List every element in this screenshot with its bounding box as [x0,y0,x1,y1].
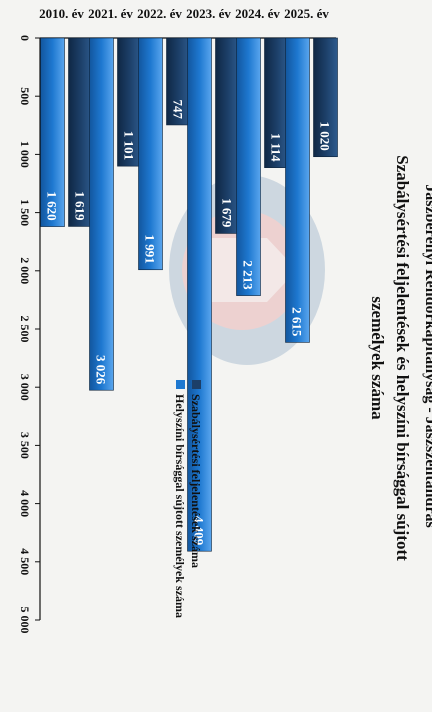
data-label: 3 026 [94,355,109,385]
data-label: 1 101 [122,131,137,160]
legend-entry: Helyszíni bírsággal sújtott személyek sz… [173,394,187,618]
chart-title-line-2: személyek száma [368,296,387,420]
legend: Szabálysértési feljelentések számaHelysz… [173,380,203,618]
data-label: 2 615 [290,307,305,337]
value-axis-tick-label: 500 [18,87,32,105]
data-label: 1 020 [318,121,333,150]
bar-helyszini-birsag-0 [40,37,65,227]
data-label: 1 620 [45,191,60,220]
value-axis-tick-label: 0 [18,35,32,41]
data-label: 747 [171,99,186,119]
legend-swatch [192,380,201,389]
data-label: 1 619 [73,191,88,221]
bar-feljelentes-5 [313,37,338,158]
data-label: 1 991 [143,235,158,264]
bar-helyszini-birsag-1 [89,37,114,391]
data-label: 1 114 [269,133,284,162]
category-label: 2010. év [39,6,84,21]
value-axis: 0 500 1 000 1 500 2 000 2 500 3 000 3 500 4 000 4… [18,35,41,634]
bars: 1 619 1 620 1 101 3 026 747 1 991 1 679 4 409 1 … [40,37,338,552]
legend-entry: Szabálysértési feljelentések száma [189,394,203,568]
data-label: 1 679 [220,198,235,228]
bar-helyszini-birsag-4 [236,37,261,296]
bar-helyszini-birsag-2 [138,37,163,271]
category-label: 2023. év [186,6,231,21]
category-label: 2024. év [235,6,280,21]
page-header: Jászberényi Rendőrkapitányság - Jászszen… [422,184,432,528]
bar-helyszini-birsag-3 [187,37,212,552]
value-axis-tick-label: 2 500 [18,316,32,343]
value-axis-tick-label: 2 000 [18,257,32,284]
category-label: 2022. év [137,6,182,21]
data-label: 4 409 [192,516,207,546]
category-labels: 2010. év 2021. év 2022. év 2023. év 2024. év… [39,6,329,21]
value-axis-tick-label: 3 000 [18,374,32,401]
chart-title-line-1: Szabálysértési feljelentések és helyszín… [393,155,412,561]
bar-helyszini-birsag-5 [285,37,310,343]
value-axis-tick-label: 4 000 [18,490,32,517]
value-axis-tick-label: 3 500 [18,432,32,459]
value-axis-tick-label: 1 000 [18,141,32,168]
category-label: 2025. év [284,6,329,21]
category-label: 2021. év [88,6,133,21]
value-axis-tick-label: 4 500 [18,548,32,575]
value-axis-tick-label: 1 500 [18,199,32,226]
data-label: 2 213 [241,260,256,290]
legend-swatch [176,380,185,389]
value-axis-tick-label: 5 000 [18,607,32,634]
